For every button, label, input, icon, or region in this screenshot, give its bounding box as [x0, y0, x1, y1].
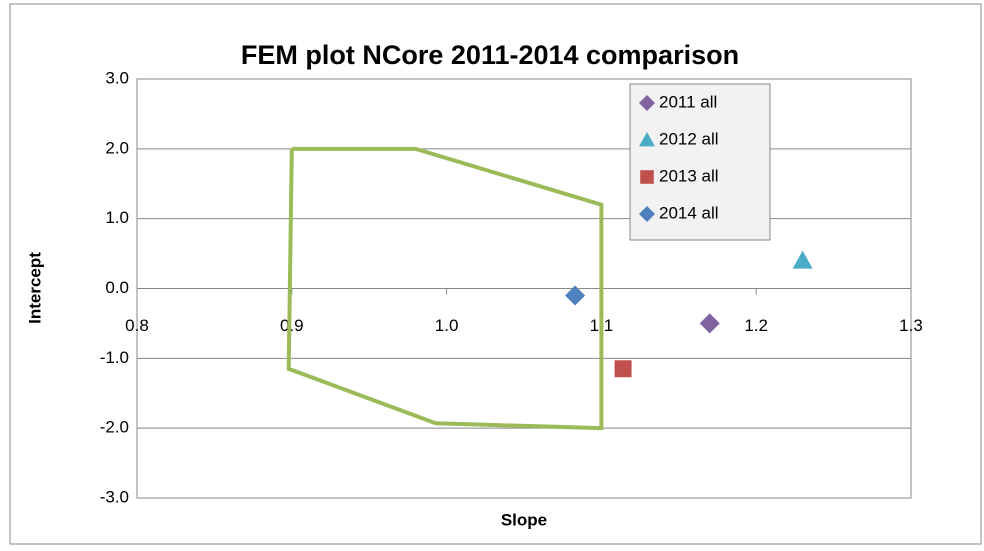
- x-tick-label: 1.0: [435, 316, 459, 335]
- y-tick-label: 2.0: [105, 138, 129, 157]
- marker: [614, 360, 632, 378]
- chart-title: FEM plot NCore 2011-2014 comparison: [241, 40, 739, 70]
- y-axis-title: Intercept: [25, 252, 44, 324]
- legend-label: 2011 all: [659, 92, 717, 111]
- boundary-polygon: [286, 146, 604, 431]
- legend-marker: [639, 206, 655, 222]
- legend-label: 2014 all: [659, 203, 719, 222]
- y-tick-label: -3.0: [100, 487, 129, 506]
- x-tick-label: 1.2: [744, 316, 768, 335]
- legend-label: 2012 all: [659, 129, 719, 148]
- legend-marker: [639, 132, 655, 147]
- y-tick-label: 1.0: [105, 208, 129, 227]
- y-tick-label: -1.0: [100, 348, 129, 367]
- x-tick-label: 1.3: [899, 316, 923, 335]
- marker: [565, 285, 586, 306]
- y-tick-label: 3.0: [105, 68, 129, 87]
- marker: [792, 250, 813, 269]
- legend-marker: [640, 170, 654, 184]
- legend-box: [629, 83, 771, 241]
- y-tick-label: 0.0: [105, 278, 129, 297]
- y-tick-label: -2.0: [100, 418, 129, 437]
- legend-marker: [639, 95, 655, 111]
- x-axis-title: Slope: [501, 510, 547, 529]
- chart-border: [9, 3, 982, 545]
- x-tick-label: 0.8: [125, 316, 149, 335]
- marker: [699, 313, 720, 334]
- legend-label: 2013 all: [659, 166, 719, 185]
- x-tick-label: 0.9: [280, 316, 304, 335]
